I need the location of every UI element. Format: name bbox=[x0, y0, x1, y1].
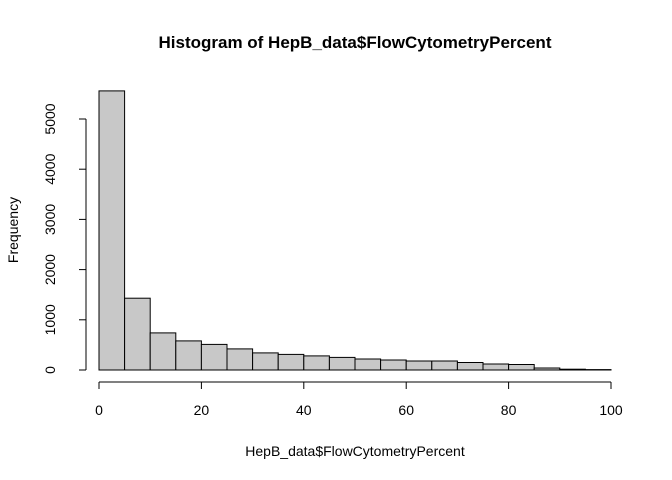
histogram-bar bbox=[252, 352, 279, 371]
histogram-bar bbox=[456, 362, 484, 371]
histogram-bar bbox=[200, 343, 228, 371]
x-axis-label: HepB_data$FlowCytometryPercent bbox=[245, 443, 465, 459]
bars-group bbox=[98, 90, 612, 371]
histogram-bar bbox=[124, 297, 151, 371]
histogram-bar bbox=[303, 355, 330, 371]
histogram-bar bbox=[149, 332, 177, 371]
x-tick-label: 0 bbox=[95, 402, 103, 418]
y-tick-label: 1000 bbox=[42, 304, 58, 335]
x-tick-label: 20 bbox=[194, 402, 210, 418]
histogram-bar bbox=[405, 360, 433, 371]
histogram-bar bbox=[559, 368, 586, 371]
histogram-bar bbox=[277, 353, 305, 371]
x-axis: 0 20 40 60 80 100 bbox=[95, 381, 623, 418]
y-tick-label: 0 bbox=[42, 366, 58, 374]
y-tick-label: 4000 bbox=[42, 153, 58, 184]
y-axis-label: Frequency bbox=[5, 197, 21, 263]
y-tick-label: 2000 bbox=[42, 254, 58, 285]
chart-title: Histogram of HepB_data$FlowCytometryPerc… bbox=[159, 33, 552, 52]
histogram-bar bbox=[533, 367, 561, 371]
x-tick-label: 40 bbox=[296, 402, 312, 418]
histogram-bar bbox=[431, 360, 458, 371]
y-tick-label: 5000 bbox=[42, 103, 58, 134]
histogram-bar bbox=[380, 359, 407, 371]
histogram-bar bbox=[354, 358, 382, 371]
y-tick-label: 3000 bbox=[42, 204, 58, 235]
x-tick-label: 60 bbox=[398, 402, 414, 418]
histogram-bar bbox=[98, 90, 126, 371]
histogram-bar bbox=[482, 363, 510, 371]
histogram-bar bbox=[328, 356, 356, 371]
x-tick-label: 100 bbox=[599, 402, 623, 418]
x-tick-label: 80 bbox=[501, 402, 517, 418]
y-axis: 0 1000 2000 3000 4000 5000 bbox=[42, 103, 87, 374]
histogram-bar bbox=[226, 348, 254, 371]
histogram-bar bbox=[175, 340, 202, 371]
histogram-bar bbox=[508, 364, 535, 371]
